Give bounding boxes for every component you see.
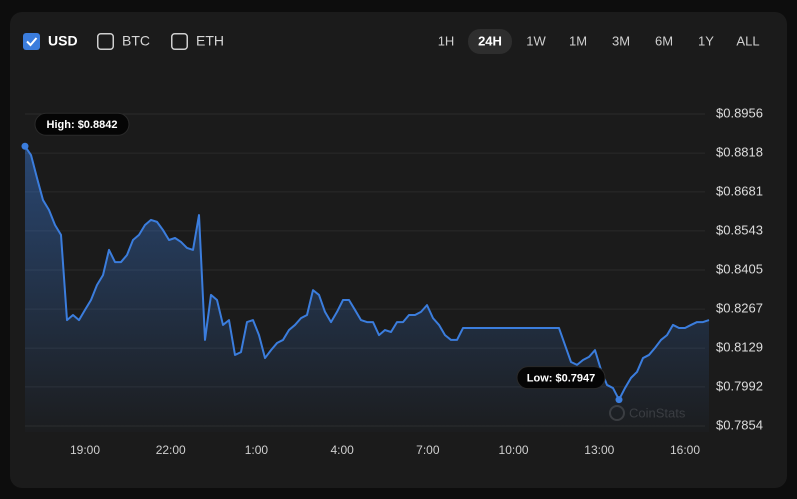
y-tick-label: $0.8818 (716, 145, 763, 160)
annotation-bg (34, 112, 130, 136)
range-label[interactable]: 1W (526, 33, 546, 48)
currency-label[interactable]: BTC (122, 33, 150, 49)
range-button[interactable]: 24H (468, 29, 512, 54)
checkbox-checked[interactable] (23, 33, 40, 50)
x-tick-label: 10:00 (499, 443, 529, 457)
y-tick-label: $0.8956 (716, 105, 763, 120)
extreme-marker (21, 142, 29, 150)
checkbox[interactable] (171, 33, 188, 50)
annotation-text: Low: $0.7947 (527, 373, 595, 385)
y-tick-label: $0.8681 (716, 183, 763, 198)
x-tick-label: 7:00 (416, 443, 440, 457)
range-button[interactable]: 6M (655, 33, 673, 48)
range-label[interactable]: 3M (612, 33, 630, 48)
currency-toggle[interactable]: USD (23, 33, 78, 50)
annotation-text: High: $0.8842 (47, 119, 118, 131)
y-tick-label: $0.7992 (716, 378, 763, 393)
range-button[interactable]: 1M (569, 33, 587, 48)
range-button[interactable]: 1Y (698, 33, 714, 48)
plot: $0.8956 $0.8818 $0.8681 $0.8543 $0.8405 $0.82… (21, 105, 763, 457)
range-button[interactable]: 3M (612, 33, 630, 48)
currency-toggle[interactable]: BTC (97, 33, 150, 50)
range-label[interactable]: 1M (569, 33, 587, 48)
x-tick-label: 16:00 (670, 443, 700, 457)
currency-label[interactable]: ETH (196, 33, 224, 49)
x-tick-label: 22:00 (156, 443, 186, 457)
currency-toggle[interactable]: ETH (171, 33, 224, 50)
range-active-bg[interactable] (468, 29, 512, 54)
extreme-marker (615, 396, 623, 404)
y-tick-label: $0.8405 (716, 261, 763, 276)
y-tick-label: $0.8267 (716, 301, 763, 316)
range-label[interactable]: 1H (438, 33, 455, 48)
checkbox[interactable] (97, 33, 114, 50)
range-label[interactable]: 6M (655, 33, 673, 48)
x-tick-label: 1:00 (245, 443, 269, 457)
range-button[interactable]: 1W (526, 33, 546, 48)
currency-label[interactable]: USD (48, 33, 78, 49)
annotation-bg (516, 366, 606, 390)
x-tick-label: 19:00 (70, 443, 100, 457)
checkmark (26, 37, 38, 47)
controls: USD BTC ETH 1H 24H 1W 1M 3M 6M 1Y ALL (23, 29, 760, 54)
x-tick-label: 4:00 (330, 443, 354, 457)
y-tick-label: $0.8129 (716, 340, 763, 355)
range-label[interactable]: 1Y (698, 33, 714, 48)
y-tick-label: $0.7854 (716, 417, 763, 432)
price-line (24, 145, 710, 401)
range-button[interactable]: ALL (736, 33, 759, 48)
y-tick-label: $0.8543 (716, 222, 763, 237)
range-button[interactable]: 1H (438, 33, 455, 48)
range-label[interactable]: 24H (478, 33, 502, 48)
range-label[interactable]: ALL (736, 33, 759, 48)
area-fill (25, 146, 709, 432)
x-tick-label: 13:00 (584, 443, 614, 457)
